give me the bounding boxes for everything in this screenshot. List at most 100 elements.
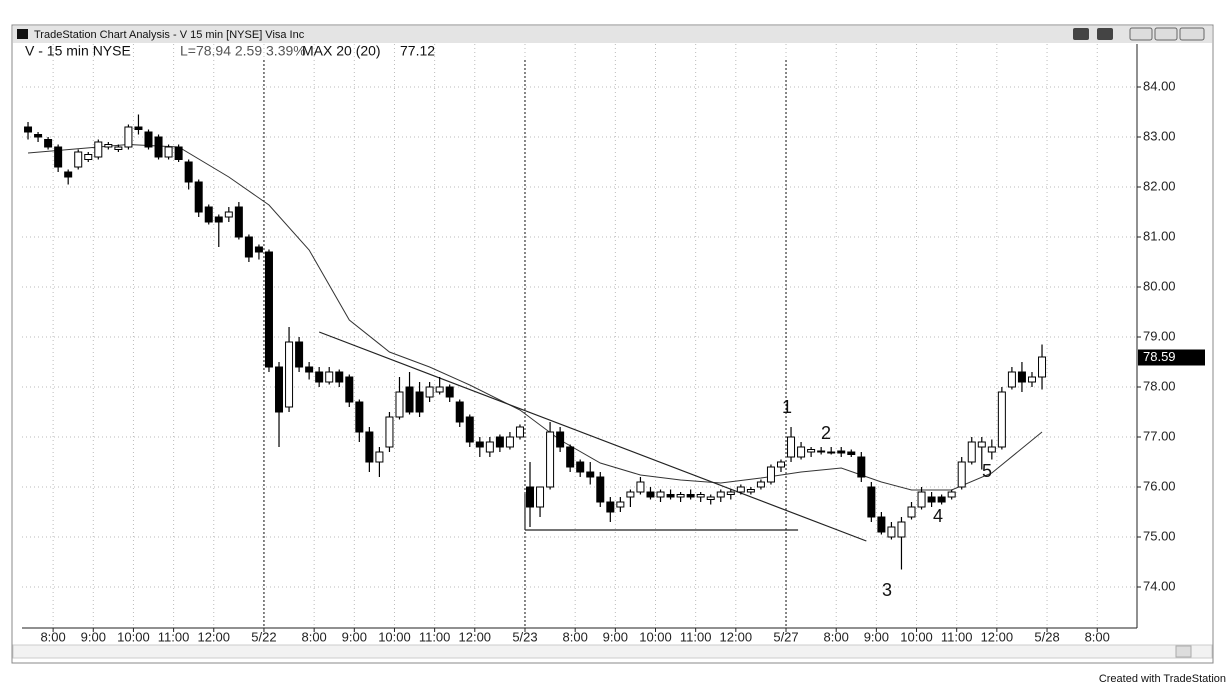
y-tick-label: 81.00	[1143, 228, 1176, 243]
app-icon	[17, 29, 28, 39]
x-tick-label: 10:00	[117, 629, 150, 644]
candle-body	[174, 146, 183, 160]
candle-body	[536, 486, 545, 508]
candle-body	[766, 466, 775, 483]
candle-body	[756, 481, 765, 488]
candle-body	[435, 386, 444, 393]
y-tick-label: 78.00	[1143, 378, 1176, 393]
candle-body	[917, 491, 926, 508]
candle-body	[505, 436, 514, 448]
x-tick-label: 12:00	[197, 629, 230, 644]
candle-body	[1017, 371, 1026, 383]
candle-body	[485, 441, 494, 453]
candle-body	[224, 211, 233, 218]
candle-body	[254, 246, 263, 253]
candle-body	[586, 471, 595, 478]
x-tick-label: 9:00	[342, 629, 367, 644]
candle-body	[957, 461, 966, 488]
legend-indicator-value: 77.12	[400, 43, 435, 59]
x-tick-label: 10:00	[900, 629, 933, 644]
candle-body	[184, 161, 193, 183]
candle-body	[94, 141, 103, 158]
candle-body	[34, 134, 43, 138]
candle-body	[616, 501, 625, 508]
y-tick-label: 80.00	[1143, 278, 1176, 293]
y-tick-label: 77.00	[1143, 428, 1176, 443]
x-tick-label: 5/22	[251, 629, 276, 644]
candle-body	[475, 441, 484, 448]
i-button[interactable]	[1097, 28, 1113, 40]
candle-body	[295, 341, 304, 368]
y-tick-label: 74.00	[1143, 578, 1176, 593]
y-tick-label: 75.00	[1143, 528, 1176, 543]
candle-body	[104, 144, 113, 148]
candle-body	[164, 146, 173, 158]
scrollbar[interactable]	[12, 644, 1213, 659]
maximize-button[interactable]	[1154, 27, 1178, 41]
candle-body	[776, 461, 785, 468]
candle-body	[576, 461, 585, 473]
candle-body	[74, 151, 83, 168]
candle-body	[706, 496, 715, 500]
x-tick-label: 12:00	[981, 629, 1014, 644]
candle-body	[355, 401, 364, 433]
candle-body	[54, 146, 63, 168]
candle-body	[847, 451, 856, 455]
last-price-box	[1138, 349, 1205, 366]
x-tick-label: 8:00	[301, 629, 326, 644]
candle-body	[305, 366, 314, 373]
minimize-button[interactable]	[1129, 27, 1153, 41]
candle-body	[124, 126, 133, 148]
x-tick-label: 9:00	[81, 629, 106, 644]
window-title: TradeStation Chart Analysis - V 15 min […	[34, 29, 305, 41]
x-tick-label: 5/23	[512, 629, 537, 644]
candle-body	[827, 451, 836, 454]
legend-last: L=78.94 2.59 3.39%	[180, 43, 306, 59]
candle-body	[44, 139, 53, 148]
candle-body	[626, 491, 635, 498]
candle-body	[686, 494, 695, 498]
y-tick-label: 83.00	[1143, 128, 1176, 143]
candle-body	[415, 391, 424, 413]
title-bar	[13, 26, 1212, 43]
candle-body	[214, 216, 223, 223]
x-tick-label: 10:00	[639, 629, 672, 644]
annotation: 2	[821, 423, 831, 443]
candle-body	[867, 486, 876, 518]
x-tick-label: 12:00	[459, 629, 492, 644]
candle-body	[425, 386, 434, 398]
candle-body	[455, 401, 464, 423]
candle-body	[646, 491, 655, 498]
footer: Created with TradeStation	[1099, 673, 1226, 685]
candle-body	[244, 236, 253, 258]
candle-body	[395, 391, 404, 418]
candle-body	[515, 426, 524, 438]
candle-body	[787, 436, 796, 458]
candle-body	[566, 446, 575, 468]
candle-body	[897, 521, 906, 538]
last-price-label: 78.59	[1143, 349, 1176, 364]
s-button[interactable]	[1073, 28, 1089, 40]
candle-body	[465, 416, 474, 443]
annotation: 4	[933, 506, 943, 526]
close-button[interactable]	[1179, 27, 1205, 41]
candle-body	[275, 366, 284, 413]
y-tick-label: 84.00	[1143, 78, 1176, 93]
candle-body	[264, 251, 273, 368]
candle-body	[375, 451, 384, 463]
scroll-thumb[interactable]	[1175, 645, 1192, 658]
annotation: 3	[882, 580, 892, 600]
candle-body	[716, 491, 725, 498]
candle-body	[937, 496, 946, 503]
candle-body	[546, 431, 555, 488]
candle-body	[526, 486, 535, 508]
candle-body	[817, 450, 826, 453]
x-tick-label: 11:00	[680, 629, 712, 644]
candle-body	[285, 341, 294, 408]
candle-body	[345, 376, 354, 403]
x-tick-label: 11:00	[419, 629, 451, 644]
y-tick-label: 76.00	[1143, 478, 1176, 493]
x-tick-label: 9:00	[864, 629, 889, 644]
candle-body	[114, 146, 123, 150]
